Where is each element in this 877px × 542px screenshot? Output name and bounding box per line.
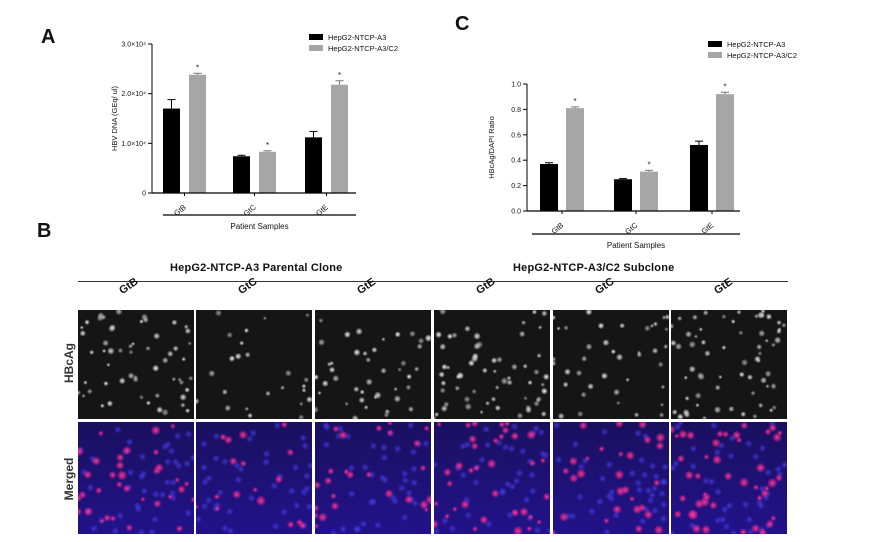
chart-a-bar	[233, 156, 250, 193]
chart-a-y-tick-label: 2.0×10⁴	[121, 91, 146, 98]
chart-c-bar	[640, 171, 658, 211]
chart-a-legend-swatch	[309, 45, 323, 51]
chart-c-significance-marker: *	[573, 97, 576, 106]
panel-label-c: C	[455, 13, 470, 35]
chart-c-y-tick-label: 1.0	[511, 82, 521, 89]
chart-a-y-tick-label: 0	[142, 191, 146, 198]
chart-c-legend-label: HepG2-NTCP-A3/C2	[727, 51, 797, 60]
chart-c-y-tick-label: 0.6	[511, 132, 521, 139]
chart-a-legend-swatch	[309, 34, 323, 40]
panel-label-b: B	[37, 220, 52, 242]
panel-label-a: A	[41, 26, 56, 48]
group-divider-line	[78, 281, 788, 282]
micrograph-merged-5	[553, 422, 669, 534]
chart-c-legend-swatch	[708, 52, 722, 58]
micrograph-hbcag-1	[78, 310, 194, 419]
chart-a-significance-marker: *	[338, 71, 341, 80]
micrograph-merged-2	[196, 422, 312, 534]
micrograph-hbcag-5	[553, 310, 669, 419]
micrograph-hbcag-6	[671, 310, 787, 419]
chart-c-bar	[716, 94, 734, 211]
micrograph-hbcag-4	[434, 310, 550, 419]
row-label-hbcag: HBcAg	[62, 343, 76, 384]
chart-c-bar	[690, 144, 708, 211]
chart-a-y-axis-title: HBV DNA (GEq/ ul)	[110, 85, 119, 151]
chart-a-bar	[163, 108, 180, 193]
chart-c-x-axis-title: Patient Samples	[607, 241, 665, 250]
micrograph-merged-1	[78, 422, 194, 534]
chart-c-y-tick-label: 0.4	[511, 158, 521, 165]
chart-a-bar	[259, 151, 276, 193]
chart-c-bar	[566, 108, 584, 211]
micrograph-merged-6	[671, 422, 787, 534]
chart-c-legend-swatch	[708, 41, 722, 47]
chart-a-legend-label: HepG2-NTCP-A3	[328, 33, 386, 42]
group-title-subclone: HepG2-NTCP-A3/C2 Subclone	[513, 262, 675, 274]
chart-c-y-tick-label: 0.2	[511, 183, 521, 190]
chart-c-significance-marker: *	[723, 82, 726, 91]
chart-a-y-tick-label: 3.0×10⁴	[121, 42, 146, 49]
chart-c-y-tick-label: 0.8	[511, 107, 521, 114]
micrograph-merged-3	[315, 422, 431, 534]
chart-c-y-tick-label: 0.0	[511, 209, 521, 216]
chart-c-significance-marker: *	[647, 160, 650, 169]
chart-a-significance-marker: *	[196, 63, 199, 72]
micrograph-hbcag-3	[315, 310, 431, 419]
chart-a-y-tick-label: 1.0×10⁴	[121, 141, 146, 148]
chart-a-x-axis-title: Patient Samples	[230, 222, 288, 231]
row-label-merged: Merged	[62, 457, 76, 501]
chart-a-bar	[305, 137, 322, 193]
chart-a-legend-label: HepG2-NTCP-A3/C2	[328, 44, 398, 53]
group-title-parental: HepG2-NTCP-A3 Parental Clone	[170, 262, 343, 274]
chart-c-bar	[614, 179, 632, 211]
chart-c-bar	[540, 164, 558, 211]
micrograph-merged-4	[434, 422, 550, 534]
chart-c-y-axis-title: HBcAg/DAPI Ratio	[487, 116, 496, 179]
chart-a-bar	[189, 74, 206, 193]
chart-a-significance-marker: *	[266, 141, 269, 150]
chart-a-bar	[331, 84, 348, 193]
micrograph-hbcag-2	[196, 310, 312, 419]
chart-c-legend-label: HepG2-NTCP-A3	[727, 40, 785, 49]
